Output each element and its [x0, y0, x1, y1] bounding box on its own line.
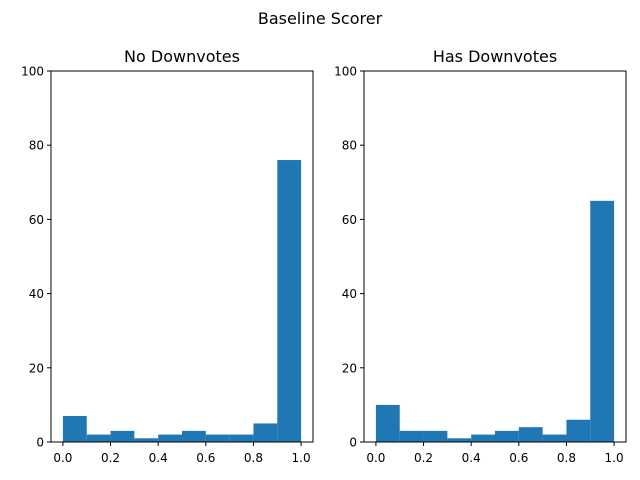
histogram-bar	[375, 404, 400, 442]
histogram-bar	[495, 430, 519, 442]
figure-suptitle: Baseline Scorer	[258, 9, 383, 28]
x-tick-label: 0.2	[101, 451, 120, 465]
y-tick-label: 80	[29, 139, 44, 153]
x-tick-label: 0.6	[509, 451, 528, 465]
y-tick-label: 60	[29, 213, 44, 227]
y-tick-label: 20	[29, 361, 44, 375]
histogram-bar	[158, 434, 182, 442]
x-tick-label: 0.8	[557, 451, 576, 465]
x-tick-label: 0.8	[244, 451, 263, 465]
x-tick-label: 1.0	[292, 451, 311, 465]
x-tick-label: 0.6	[196, 451, 215, 465]
y-tick-label: 100	[21, 65, 44, 79]
y-tick-label: 0	[36, 436, 44, 450]
histogram-bar	[518, 427, 543, 442]
chart-title: No Downvotes	[124, 47, 240, 66]
x-tick-label: 0.4	[149, 451, 168, 465]
subplot-has-downvotes: Has Downvotes 0.0 0.2 0.4 0.6 0.8 1.0 0 20 40 60 80…	[334, 47, 627, 465]
y-tick-label: 60	[342, 213, 357, 227]
y-tick-label: 40	[342, 287, 357, 301]
histogram-bar	[542, 434, 567, 442]
y-tick-label: 100	[334, 65, 357, 79]
histogram-bar	[229, 434, 254, 442]
x-tick-label: 0.0	[53, 451, 72, 465]
histogram-bar	[423, 430, 448, 442]
axes-frame	[363, 70, 627, 443]
subplot-no-downvotes: No Downvotes 0.0 0.2 0.4 0.6 0.8 1.0 0 20 40 60 80 1…	[21, 47, 314, 465]
histogram-bar	[253, 423, 278, 442]
histogram-bar	[110, 430, 135, 442]
y-tick-label: 20	[342, 361, 357, 375]
x-tick-label: 0.4	[462, 451, 481, 465]
axes-frame	[50, 70, 314, 443]
x-tick-label: 1.0	[605, 451, 624, 465]
chart-title: Has Downvotes	[433, 47, 557, 66]
histogram-bar	[471, 434, 495, 442]
histogram-bar	[62, 416, 87, 442]
histogram-bar	[134, 438, 159, 442]
histogram-bar	[86, 434, 111, 442]
histogram-bar	[590, 200, 615, 442]
y-tick-label: 80	[342, 139, 357, 153]
histogram-bar	[182, 430, 206, 442]
x-tick-label: 0.0	[366, 451, 385, 465]
histogram-bar	[447, 438, 472, 442]
x-tick-label: 0.2	[414, 451, 433, 465]
histogram-bar	[205, 434, 230, 442]
histogram-bar	[277, 160, 302, 443]
y-tick-label: 0	[349, 436, 357, 450]
y-tick-label: 40	[29, 287, 44, 301]
histogram-bar	[399, 430, 424, 442]
histogram-bar	[566, 419, 591, 442]
